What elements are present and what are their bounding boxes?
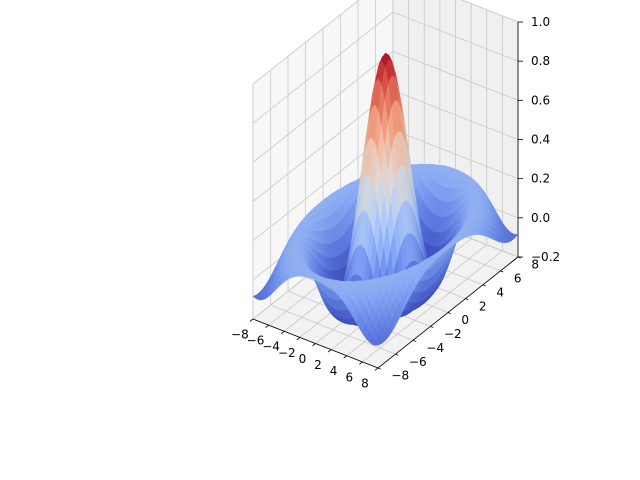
y-tick-label-1: −6 bbox=[409, 355, 427, 369]
z-tick-label-4: 0.6 bbox=[531, 93, 550, 107]
x-tick-6 bbox=[343, 355, 347, 359]
y-tick-label-0: −8 bbox=[391, 369, 409, 383]
x-tick-1 bbox=[265, 324, 269, 328]
y-tick-label-2: −4 bbox=[426, 341, 444, 355]
x-tick-label-7: 6 bbox=[345, 370, 353, 384]
x-tick-label-5: 2 bbox=[314, 358, 322, 372]
y-tick-6 bbox=[482, 284, 486, 287]
x-tick-label-4: 0 bbox=[299, 352, 307, 366]
z-tick-label-5: 0.8 bbox=[531, 54, 550, 68]
x-tick-label-3: −2 bbox=[278, 346, 296, 360]
x-tick-7 bbox=[359, 361, 363, 365]
x-tick-label-1: −6 bbox=[247, 334, 265, 348]
surface-patch-1599 bbox=[374, 342, 383, 346]
y-tick-0 bbox=[377, 367, 381, 370]
surface-mesh bbox=[252, 52, 519, 346]
z-gridline-6 bbox=[252, 0, 519, 85]
y-tick-label-5: 2 bbox=[479, 299, 487, 313]
x-tick-5 bbox=[327, 349, 332, 353]
y-tick-4 bbox=[447, 312, 451, 314]
y-tick-label-7: 6 bbox=[514, 272, 522, 286]
x-tick-0 bbox=[249, 318, 254, 322]
y-tick-label-4: 0 bbox=[461, 313, 469, 327]
z-tick-label-6: 1.0 bbox=[531, 15, 550, 29]
y-tick-1 bbox=[395, 353, 399, 356]
z-tick-label-0: −0.2 bbox=[531, 250, 560, 264]
y-tick-label-8: 8 bbox=[531, 258, 539, 272]
z-gridline-4 bbox=[252, 50, 519, 163]
z-tick-label-2: 0.2 bbox=[531, 172, 550, 186]
y-tick-7 bbox=[500, 270, 504, 273]
tick-labels: −8−6−4−2 0 2 4 6 8−8−6−4−202468−0.20.00.20.40… bbox=[231, 15, 560, 390]
y-tick-2 bbox=[412, 339, 416, 342]
y-tick-label-3: −2 bbox=[444, 327, 462, 341]
z-tick-label-3: 0.4 bbox=[531, 133, 550, 147]
z-gridline-5 bbox=[252, 11, 519, 124]
x-tick-4 bbox=[312, 343, 316, 347]
x-tick-label-2: −4 bbox=[262, 340, 280, 354]
y-tick-3 bbox=[430, 326, 434, 328]
x-tick-8 bbox=[374, 367, 379, 371]
y-tick-label-6: 4 bbox=[496, 285, 504, 299]
y-tick-5 bbox=[465, 298, 469, 301]
z-tick-label-1: 0.0 bbox=[531, 211, 550, 225]
x-tick-2 bbox=[280, 330, 285, 334]
x-tick-label-8: 8 bbox=[361, 376, 369, 390]
x-tick-3 bbox=[296, 337, 301, 341]
x-tick-label-0: −8 bbox=[231, 327, 249, 341]
x-tick-label-6: 4 bbox=[330, 364, 338, 378]
